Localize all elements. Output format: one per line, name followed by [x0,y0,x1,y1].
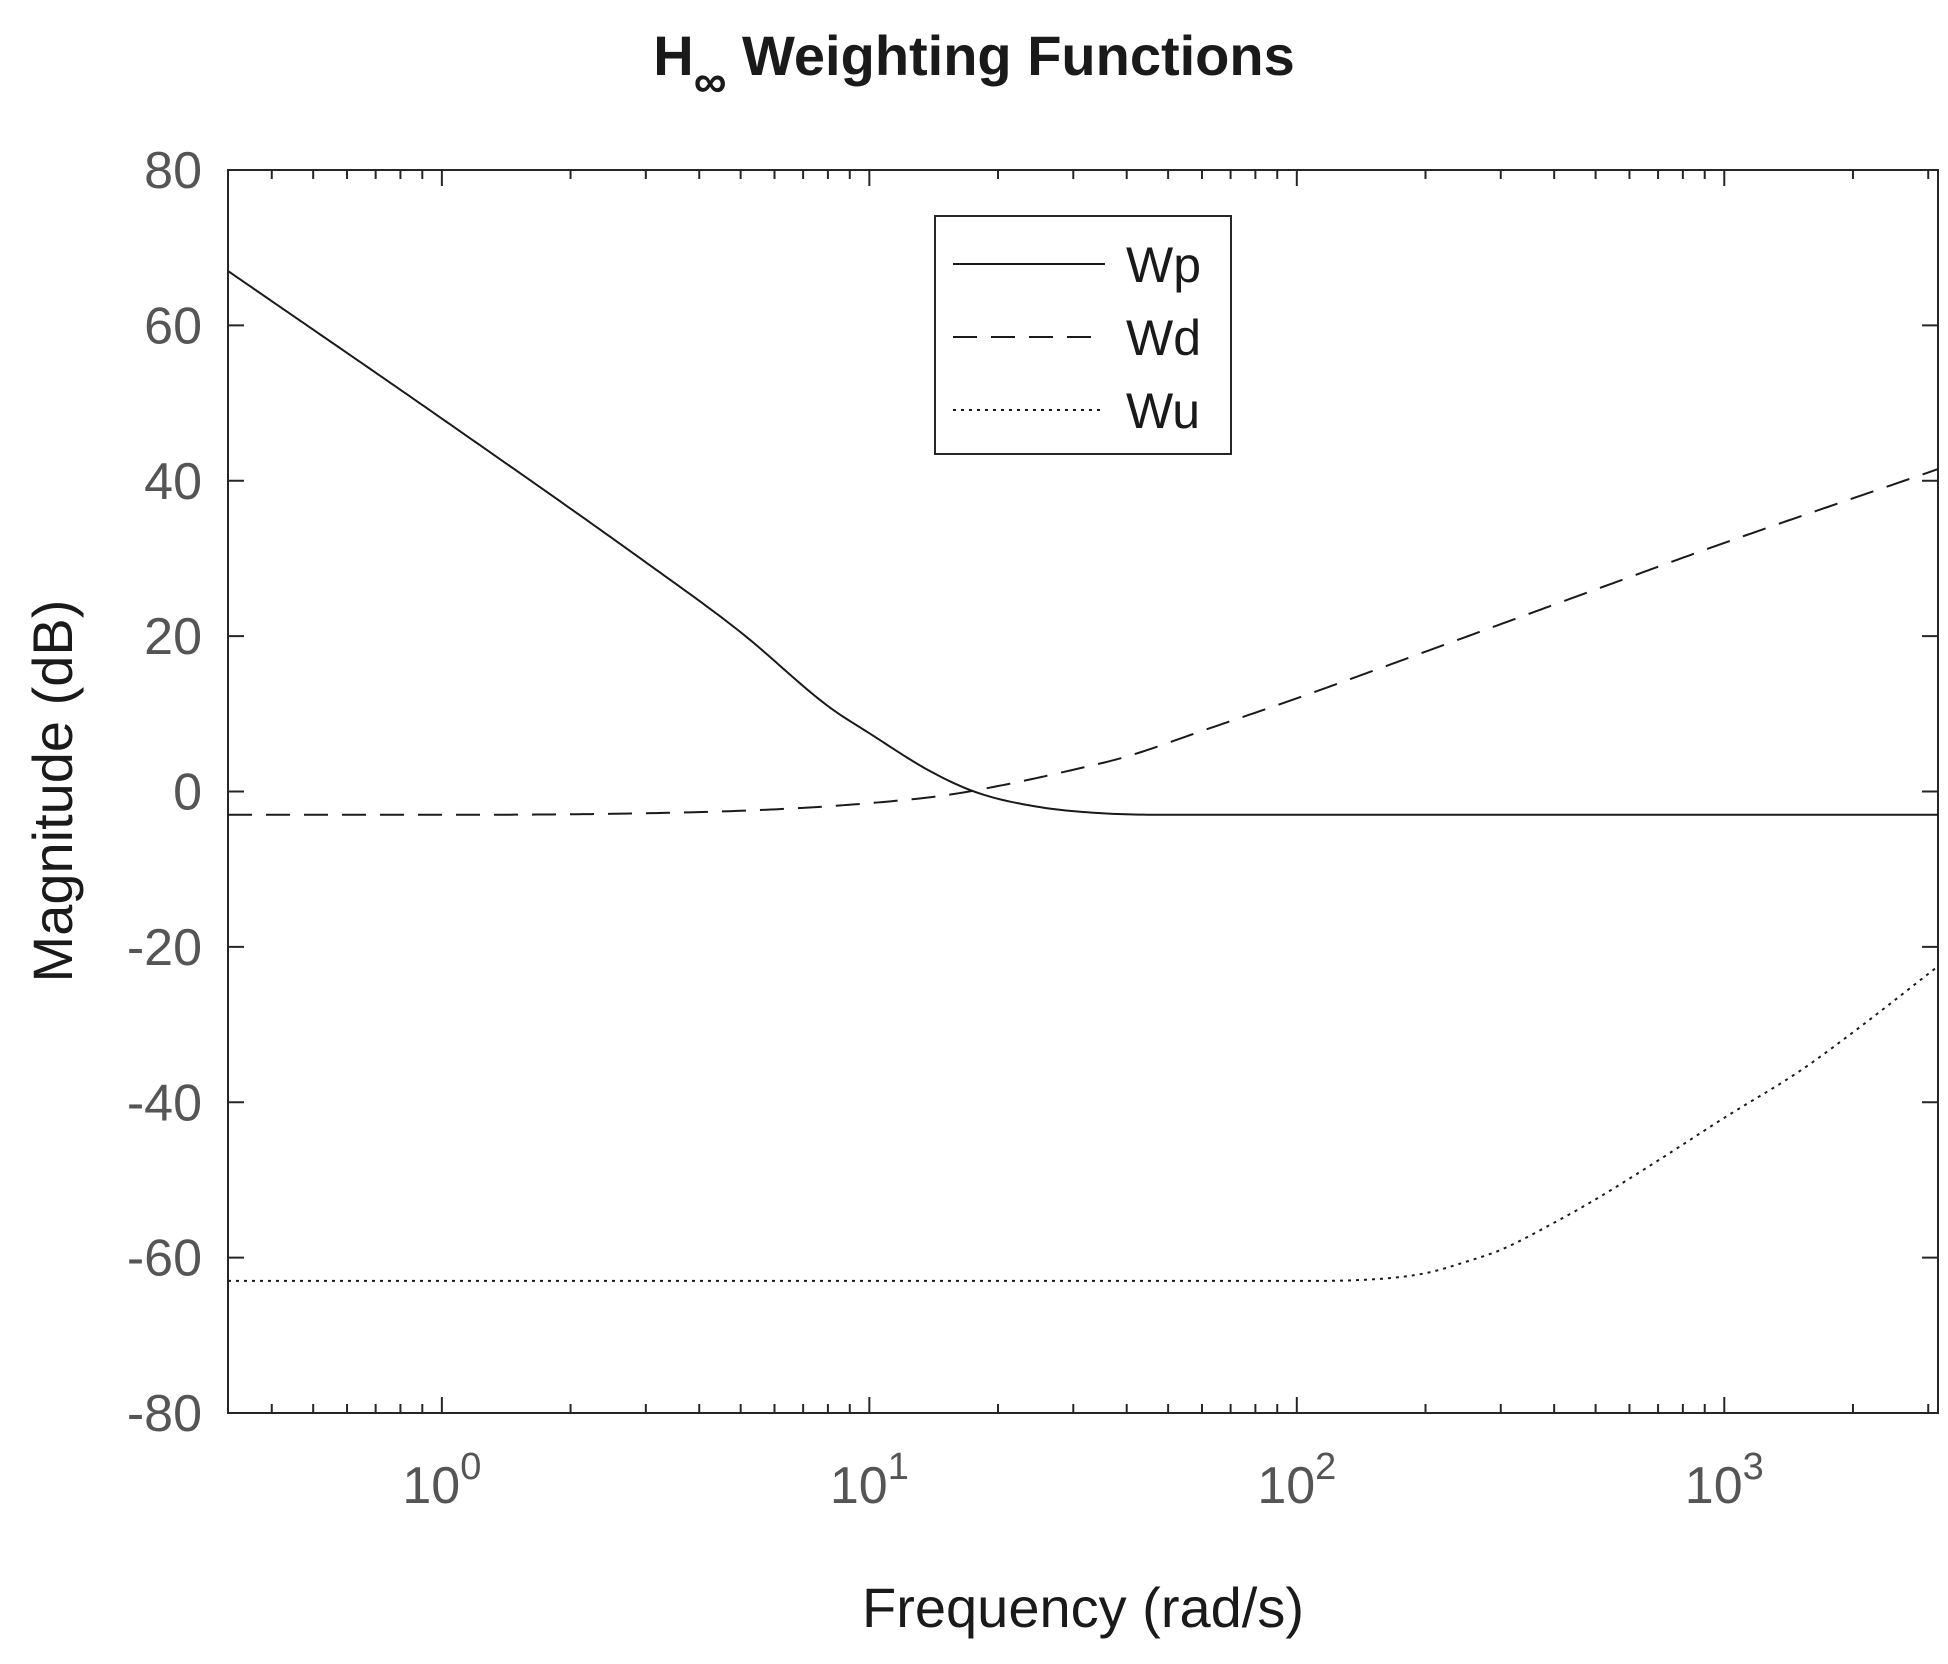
y-tick-label: -60 [127,1230,202,1288]
tick-marks [228,169,1938,1414]
y-tick-labels: 80 60 40 20 0 -20 -40 -60 -80 [127,142,202,1443]
x-tick-labels: 100 101 102 103 [402,1446,1763,1515]
y-tick-label: 0 [173,764,202,822]
legend-label-wp: Wp [1126,237,1201,293]
x-tick-label: 102 [1257,1446,1336,1515]
x-tick-label-base: 10 [1257,1457,1315,1515]
legend: Wp Wd Wu [934,215,1232,455]
series-line-wp [227,270,1938,816]
series-line-wd [228,468,1939,816]
x-tick-label-exponent: 2 [1315,1446,1336,1488]
chart-title-main: H [653,24,693,87]
x-tick-label-base: 10 [830,1457,888,1515]
y-tick-label: -80 [127,1385,202,1443]
x-tick-label: 101 [830,1446,909,1515]
y-tick-label: 40 [144,453,202,511]
series-group [227,270,1939,1282]
x-tick-label-exponent: 0 [460,1446,481,1488]
legend-label-wu: Wu [1126,383,1200,439]
x-tick-label: 103 [1685,1446,1764,1515]
y-axis-label: Magnitude (dB) [21,600,84,983]
series-line-wu [228,965,1939,1282]
x-tick-label-base: 10 [1685,1457,1743,1515]
x-tick-label-exponent: 1 [888,1446,909,1488]
legend-label-wd: Wd [1126,310,1201,366]
y-tick-label: -40 [127,1074,202,1132]
legend-box [934,215,1232,455]
y-tick-label: 20 [144,608,202,666]
y-tick-label: 60 [144,297,202,355]
x-tick-label-base: 10 [402,1457,460,1515]
chart-title-subscript: ∞ [694,55,727,107]
chart-title: H∞ Weighting Functions [653,24,1294,107]
x-tick-label: 100 [402,1446,481,1515]
x-axis-label: Frequency (rad/s) [862,1576,1304,1639]
x-tick-label-exponent: 3 [1743,1446,1764,1488]
chart-title-rest: Weighting Functions [727,24,1295,87]
y-tick-label: -20 [127,919,202,977]
y-tick-label: 80 [144,142,202,200]
